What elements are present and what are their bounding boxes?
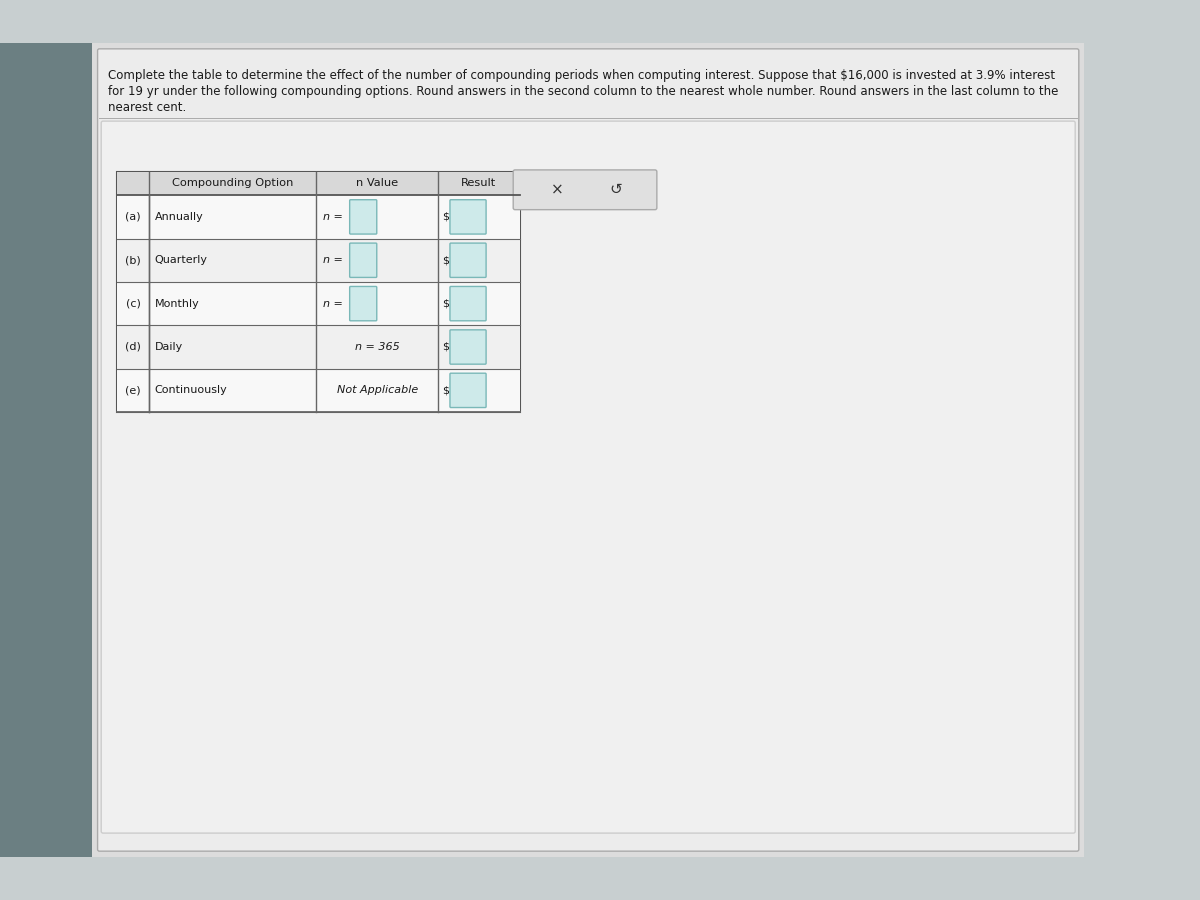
Text: (b): (b) [125,256,142,266]
FancyBboxPatch shape [450,286,486,320]
Text: (d): (d) [125,342,142,352]
FancyBboxPatch shape [349,243,377,277]
Bar [118,238,520,282]
Text: Not Applicable: Not Applicable [336,385,418,395]
Text: Result: Result [461,178,497,188]
Text: n =: n = [324,299,343,309]
Bar [118,325,520,369]
Text: Annually: Annually [155,212,203,222]
FancyBboxPatch shape [349,286,377,320]
Text: n =: n = [324,256,343,266]
Text: Compounding Option: Compounding Option [172,178,293,188]
Text: (c): (c) [126,299,140,309]
Text: $: $ [442,299,449,309]
FancyBboxPatch shape [450,329,486,364]
Text: Complete the table to determine the effect of the number of compounding periods : Complete the table to determine the effe… [108,68,1056,82]
FancyBboxPatch shape [450,243,486,277]
Bar [118,282,520,325]
Text: for 19 yr under the following compounding options. Round answers in the second c: for 19 yr under the following compoundin… [108,85,1058,98]
Text: nearest cent.: nearest cent. [108,101,187,114]
Text: Daily: Daily [155,342,182,352]
Text: ×: × [551,183,563,197]
Bar [0,43,92,857]
Text: (a): (a) [126,212,142,222]
Text: $: $ [442,342,449,352]
Text: Continuously: Continuously [155,385,227,395]
Text: n = 365: n = 365 [355,342,400,352]
Text: n Value: n Value [356,178,398,188]
Text: Monthly: Monthly [155,299,199,309]
Bar [118,172,520,412]
FancyBboxPatch shape [450,200,486,234]
Text: $: $ [442,256,449,266]
FancyBboxPatch shape [101,122,1075,833]
Bar [118,369,520,412]
Text: (e): (e) [126,385,142,395]
Text: $: $ [442,385,449,395]
Text: $: $ [442,212,449,222]
Text: Quarterly: Quarterly [155,256,208,266]
FancyBboxPatch shape [514,170,656,210]
FancyBboxPatch shape [349,200,377,234]
FancyBboxPatch shape [450,374,486,408]
FancyBboxPatch shape [97,49,1079,851]
Bar [118,195,520,239]
Text: ↺: ↺ [610,183,623,197]
Bar [118,172,520,195]
Text: n =: n = [324,212,343,222]
